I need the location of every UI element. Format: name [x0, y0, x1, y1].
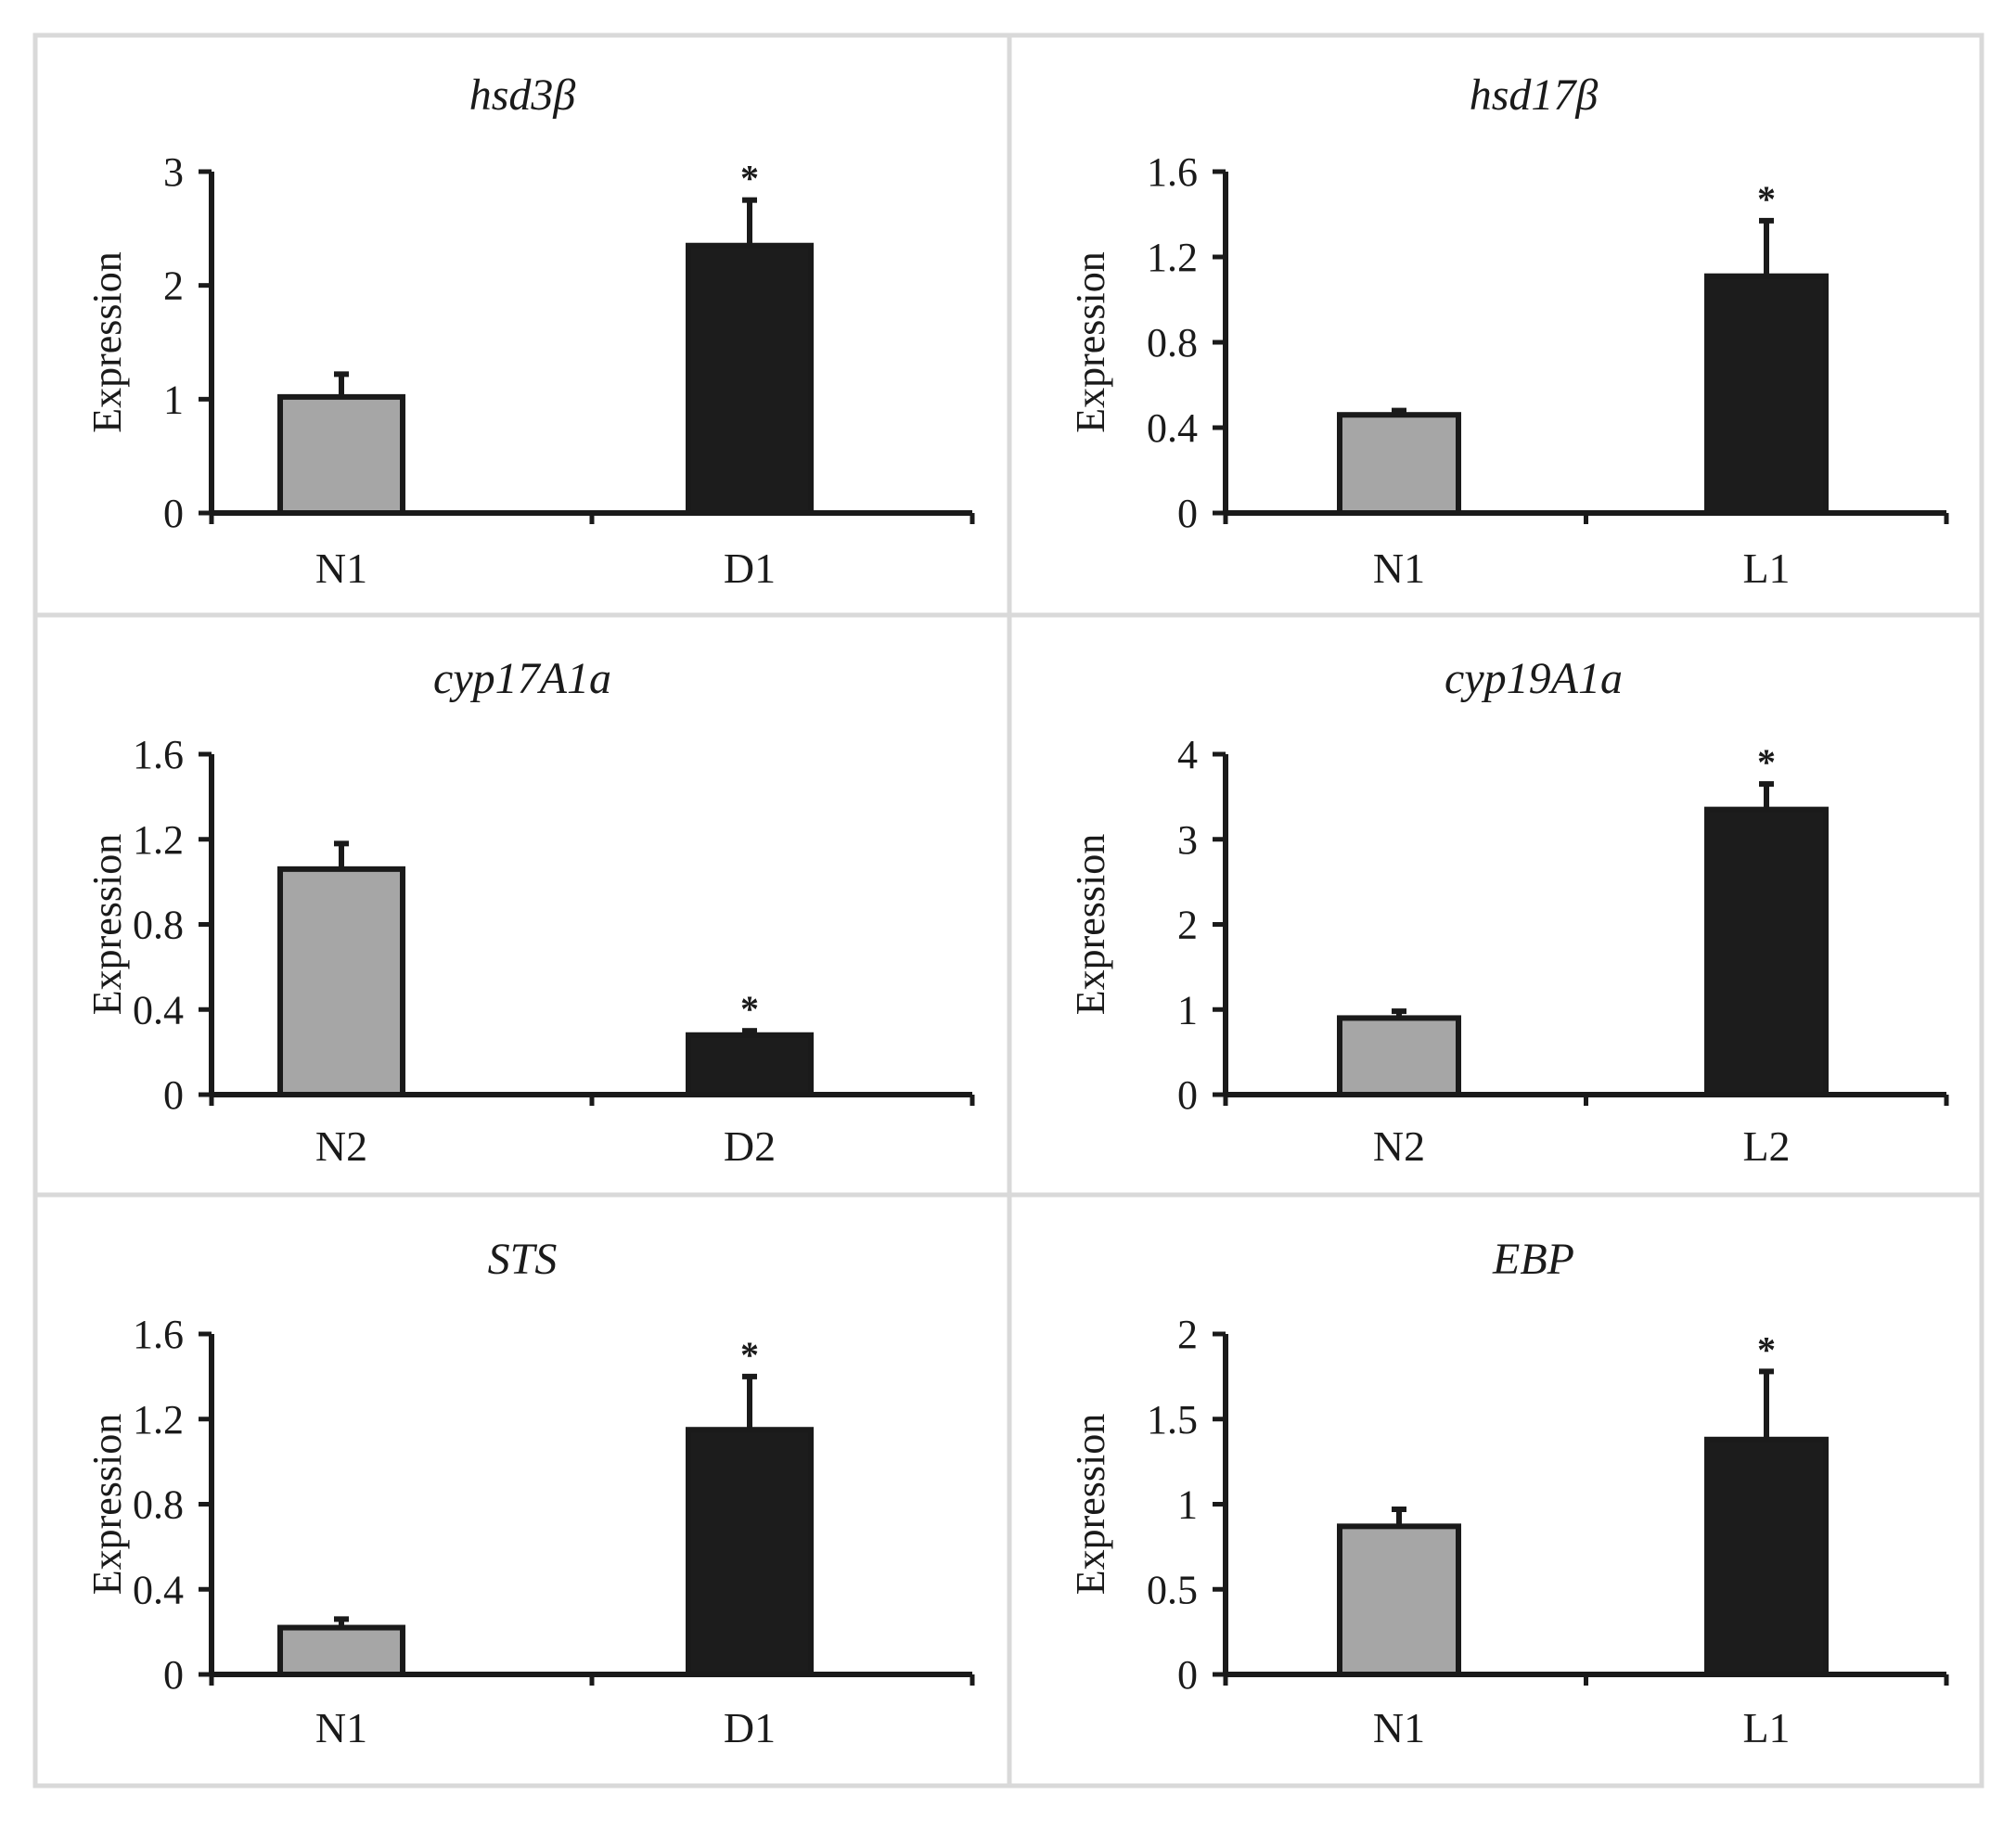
- chart-hsd3b: hsd3β Expression 0 1 2 3 N1 * D1: [84, 71, 975, 592]
- y-tick-label: 0: [1177, 1652, 1198, 1698]
- y-tick-label: 1.5: [1147, 1397, 1198, 1443]
- y-tick-label: 1.6: [133, 732, 184, 777]
- y-tick-label: 2: [1177, 903, 1198, 948]
- x-category-label: N1: [1373, 1704, 1425, 1751]
- bar-l1: [1704, 1436, 1829, 1677]
- x-category-label: D2: [724, 1122, 776, 1170]
- bar-d2: [686, 1032, 814, 1097]
- y-tick-label: 1.6: [1147, 149, 1198, 195]
- y-tick-label: 0: [163, 1652, 184, 1698]
- chart-cyp17a1a: cyp17A1a Expression 0 0.4 0.8 1.2 1.6 N2 * D2: [84, 654, 975, 1170]
- significance-marker: *: [1757, 741, 1776, 783]
- significance-marker: *: [1757, 178, 1776, 220]
- significance-marker: *: [740, 158, 759, 199]
- y-tick-label: 0: [1177, 1072, 1198, 1118]
- y-tick-label: 1.2: [133, 1397, 184, 1443]
- x-category-label: D1: [724, 545, 776, 592]
- y-tick-label: 0: [163, 491, 184, 536]
- significance-marker: *: [740, 988, 759, 1030]
- x-category-label: D1: [724, 1704, 776, 1751]
- y-tick-label: 1.2: [133, 817, 184, 863]
- x-category-label: L1: [1742, 1704, 1790, 1751]
- y-axis-label: Expression: [84, 251, 130, 433]
- x-category-label: N2: [1373, 1122, 1425, 1170]
- y-tick-label: 0.4: [133, 987, 184, 1032]
- bar-d1: [686, 242, 814, 516]
- y-tick-label: 1: [163, 377, 184, 422]
- y-tick-label: 0.4: [1147, 405, 1198, 451]
- significance-marker: *: [740, 1334, 759, 1376]
- y-tick-label: 2: [1177, 1312, 1198, 1357]
- chart-hsd17b: hsd17β Expression 0 0.4 0.8 1.2 1.6 N1 * L1: [1068, 71, 1949, 592]
- bar-d1: [686, 1427, 814, 1677]
- y-tick-label: 0.8: [133, 1482, 184, 1528]
- bar-n1: [1337, 1523, 1461, 1678]
- chart-title: EBP: [1492, 1235, 1574, 1284]
- y-axis-label: Expression: [1068, 251, 1113, 433]
- chart-title: hsd17β: [1470, 71, 1599, 120]
- bar-n1: [1337, 412, 1461, 517]
- significance-marker: *: [1757, 1328, 1776, 1370]
- y-tick-label: 0.8: [133, 903, 184, 948]
- y-axis-label: Expression: [1068, 834, 1113, 1016]
- chart-title: cyp19A1a: [1445, 654, 1623, 703]
- y-tick-label: 1.2: [1147, 235, 1198, 280]
- bar-l1: [1704, 273, 1829, 517]
- bar-l2: [1704, 806, 1829, 1097]
- y-tick-label: 0.5: [1147, 1567, 1198, 1612]
- y-tick-label: 4: [1177, 732, 1198, 777]
- y-tick-label: 3: [1177, 817, 1198, 863]
- y-tick-label: 1.6: [133, 1312, 184, 1357]
- y-tick-label: 0.4: [133, 1567, 184, 1612]
- y-axis-label: Expression: [1068, 1414, 1113, 1596]
- y-tick-label: 3: [163, 149, 184, 195]
- x-category-label: N1: [315, 545, 367, 592]
- y-tick-label: 1: [1177, 1482, 1198, 1528]
- bar-n1: [277, 393, 405, 517]
- chart-ebp: EBP Expression 0 0.5 1 1.5 2 N1 * L1: [1068, 1235, 1949, 1751]
- chart-title: hsd3β: [469, 71, 576, 120]
- bar-n1: [277, 1624, 405, 1678]
- x-category-label: N1: [315, 1704, 367, 1751]
- bar-n2: [1337, 1015, 1461, 1097]
- x-category-label: L2: [1742, 1122, 1790, 1170]
- y-axis-label: Expression: [84, 834, 130, 1016]
- chart-cyp19a1a: cyp19A1a Expression 0 1 2 3 4 N2 * L2: [1068, 654, 1949, 1170]
- chart-sts: STS Expression 0 0.4 0.8 1.2 1.6 N1 * D1: [84, 1235, 975, 1751]
- x-category-label: N1: [1373, 545, 1425, 592]
- x-category-label: L1: [1742, 545, 1790, 592]
- y-axis-label: Expression: [84, 1414, 130, 1596]
- x-category-label: N2: [315, 1122, 367, 1170]
- chart-title: cyp17A1a: [433, 654, 611, 703]
- chart-title: STS: [488, 1235, 558, 1284]
- y-tick-label: 0.8: [1147, 320, 1198, 365]
- y-tick-label: 0: [1177, 491, 1198, 536]
- y-tick-label: 2: [163, 263, 184, 309]
- y-tick-label: 1: [1177, 987, 1198, 1032]
- y-tick-label: 0: [163, 1072, 184, 1118]
- bar-n2: [277, 866, 405, 1097]
